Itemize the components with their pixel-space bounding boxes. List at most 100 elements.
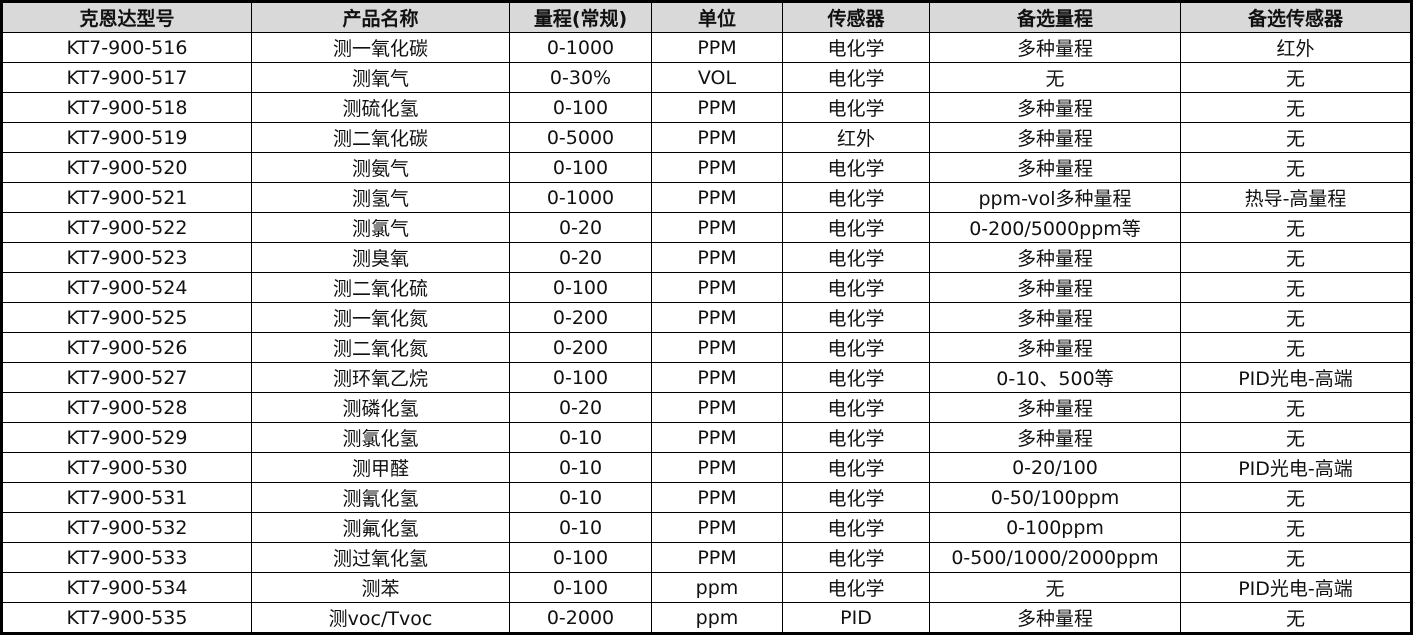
cell-model: KT7-900-529 xyxy=(1,422,252,453)
cell-product-name: 测一氧化氮 xyxy=(251,302,510,333)
cell-model: KT7-900-518 xyxy=(1,92,252,123)
cell-product-name: 测氨气 xyxy=(251,152,510,183)
cell-alt-range: 无 xyxy=(929,62,1181,93)
cell-model: KT7-900-532 xyxy=(1,512,252,543)
cell-range: 0-200 xyxy=(509,332,652,363)
cell-product-name: 测过氧化氢 xyxy=(251,542,510,573)
cell-model: KT7-900-533 xyxy=(1,542,252,573)
table-row: KT7-900-535 测voc/Tvoc 0-2000 ppm PID 多种量程无 xyxy=(1,602,1412,634)
cell-unit: VOL xyxy=(651,62,783,93)
table-row: KT7-900-520 测氨气 0-100 PPM 电化学 多种量程无 xyxy=(1,152,1412,183)
header-sensor: 传感器 xyxy=(782,1,930,33)
cell-unit: ppm xyxy=(651,572,783,603)
cell-range: 0-20 xyxy=(509,392,652,423)
cell-sensor: 电化学 xyxy=(782,242,930,273)
cell-unit: PPM xyxy=(651,332,783,363)
header-alt-sensor: 备选传感器 xyxy=(1180,1,1412,33)
cell-alt-range: 多种量程 xyxy=(929,122,1181,153)
cell-range: 0-20 xyxy=(509,242,652,273)
cell-product-name: 测硫化氢 xyxy=(251,92,510,123)
table-row: KT7-900-528 测磷化氢 0-20 PPM 电化学 多种量程无 xyxy=(1,392,1412,423)
header-range: 量程(常规) xyxy=(509,1,652,33)
cell-model: KT7-900-526 xyxy=(1,332,252,363)
table-row: KT7-900-534 测苯 0-100 ppm 电化学无 PID光电-高端 xyxy=(1,572,1412,603)
cell-product-name: 测臭氧 xyxy=(251,242,510,273)
cell-model: KT7-900-531 xyxy=(1,482,252,513)
cell-alt-sensor: 无 xyxy=(1180,242,1412,273)
cell-range: 0-10 xyxy=(509,512,652,543)
cell-model: KT7-900-525 xyxy=(1,302,252,333)
cell-unit: ppm xyxy=(651,602,783,634)
cell-unit: PPM xyxy=(651,92,783,123)
cell-model: KT7-900-534 xyxy=(1,572,252,603)
cell-unit: PPM xyxy=(651,512,783,543)
cell-range: 0-2000 xyxy=(509,602,652,634)
cell-sensor: 电化学 xyxy=(782,212,930,243)
cell-unit: PPM xyxy=(651,302,783,333)
cell-alt-sensor: 无 xyxy=(1180,392,1412,423)
cell-alt-sensor: PID光电-高端 xyxy=(1180,362,1412,393)
cell-range: 0-200 xyxy=(509,302,652,333)
table-row: KT7-900-533 测过氧化氢 0-100 PPM 电化学 0-500/1000/20… xyxy=(1,542,1412,573)
cell-alt-sensor: 无 xyxy=(1180,302,1412,333)
table-row: KT7-900-526 测二氧化氮 0-200 PPM 电化学 多种量程无 xyxy=(1,332,1412,363)
cell-alt-range: 多种量程 xyxy=(929,422,1181,453)
cell-product-name: 测苯 xyxy=(251,572,510,603)
table-header: 克恩达型号 产品名称 量程(常规) 单位 传感器 备选量程 备选传感器 xyxy=(1,1,1412,33)
cell-product-name: 测氯化氢 xyxy=(251,422,510,453)
table-row: KT7-900-523 测臭氧 0-20 PPM 电化学 多种量程无 xyxy=(1,242,1412,273)
cell-product-name: 测氟化氢 xyxy=(251,512,510,543)
table-row: KT7-900-527 测环氧乙烷 0-100 PPM 电化学 0-10、500等 PID光… xyxy=(1,362,1412,393)
cell-unit: PPM xyxy=(651,422,783,453)
cell-product-name: 测voc/Tvoc xyxy=(251,602,510,634)
cell-unit: PPM xyxy=(651,482,783,513)
cell-product-name: 测氧气 xyxy=(251,62,510,93)
table-body: KT7-900-516 测一氧化碳 0-1000 PPM 电化学 多种量程 红外 KT7-90… xyxy=(1,32,1412,634)
cell-product-name: 测二氧化硫 xyxy=(251,272,510,303)
cell-sensor: 电化学 xyxy=(782,62,930,93)
cell-alt-sensor: 无 xyxy=(1180,542,1412,573)
table-row: KT7-900-524 测二氧化硫 0-100 PPM 电化学 多种量程无 xyxy=(1,272,1412,303)
cell-sensor: 电化学 xyxy=(782,152,930,183)
cell-alt-range: 多种量程 xyxy=(929,332,1181,363)
cell-alt-range: 多种量程 xyxy=(929,242,1181,273)
cell-sensor: 电化学 xyxy=(782,332,930,363)
cell-range: 0-10 xyxy=(509,422,652,453)
cell-model: KT7-900-523 xyxy=(1,242,252,273)
cell-sensor: 电化学 xyxy=(782,422,930,453)
cell-unit: PPM xyxy=(651,32,783,63)
cell-unit: PPM xyxy=(651,392,783,423)
cell-sensor: 电化学 xyxy=(782,302,930,333)
cell-alt-sensor: 无 xyxy=(1180,422,1412,453)
table-row: KT7-900-519 测二氧化碳 0-5000 PPM 红外 多种量程无 xyxy=(1,122,1412,153)
cell-product-name: 测氢气 xyxy=(251,182,510,213)
cell-sensor: 电化学 xyxy=(782,572,930,603)
cell-alt-sensor: 无 xyxy=(1180,482,1412,513)
cell-alt-sensor: 热导-高量程 xyxy=(1180,182,1412,213)
cell-model: KT7-900-527 xyxy=(1,362,252,393)
cell-alt-range: 多种量程 xyxy=(929,392,1181,423)
cell-range: 0-100 xyxy=(509,542,652,573)
cell-range: 0-1000 xyxy=(509,182,652,213)
header-unit: 单位 xyxy=(651,1,783,33)
cell-unit: PPM xyxy=(651,272,783,303)
cell-unit: PPM xyxy=(651,542,783,573)
cell-product-name: 测环氧乙烷 xyxy=(251,362,510,393)
cell-alt-range: 多种量程 xyxy=(929,152,1181,183)
cell-model: KT7-900-524 xyxy=(1,272,252,303)
cell-range: 0-20 xyxy=(509,212,652,243)
cell-alt-sensor: 无 xyxy=(1180,62,1412,93)
cell-alt-sensor: PID光电-高端 xyxy=(1180,572,1412,603)
cell-model: KT7-900-519 xyxy=(1,122,252,153)
cell-range: 0-1000 xyxy=(509,32,652,63)
cell-unit: PPM xyxy=(651,242,783,273)
cell-unit: PPM xyxy=(651,362,783,393)
table-row: KT7-900-531 测氰化氢 0-10 PPM 电化学 0-50/100ppm 无 xyxy=(1,482,1412,513)
cell-alt-range: 0-50/100ppm xyxy=(929,482,1181,513)
table-row: KT7-900-517 测氧气 0-30% VOL 电化学无无 xyxy=(1,62,1412,93)
cell-alt-range: 0-10、500等 xyxy=(929,362,1181,393)
cell-range: 0-10 xyxy=(509,482,652,513)
cell-alt-sensor: 无 xyxy=(1180,212,1412,243)
table-row: KT7-900-529 测氯化氢 0-10 PPM 电化学 多种量程无 xyxy=(1,422,1412,453)
